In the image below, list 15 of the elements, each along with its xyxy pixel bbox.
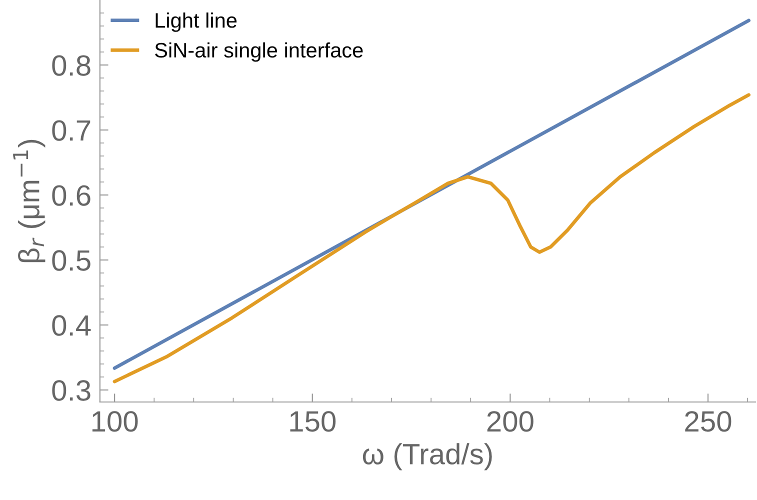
legend-label: Light line	[156, 12, 237, 32]
x-tick-label: 100	[92, 411, 138, 432]
x-tick-label: 200	[487, 411, 534, 432]
legend-label: SiN-air single interface	[155, 42, 363, 62]
y-axis-title: β$_{r}$ (μm$^{−1}$)	[13, 140, 46, 262]
y-tick-label: 0.8	[52, 55, 90, 76]
x-tick-label: 250	[685, 411, 732, 432]
x-axis-title: ω (Trad/s)	[362, 443, 492, 470]
y-tick-label: 0.5	[52, 250, 90, 271]
y-tick-label: 0.3	[52, 380, 90, 401]
y-tick-label: 0.4	[52, 315, 91, 336]
y-tick-label: 0.6	[52, 185, 90, 206]
x-tick-label: 150	[290, 411, 336, 432]
line-series	[112, 93, 750, 384]
y-tick-label: 0.7	[52, 120, 90, 141]
